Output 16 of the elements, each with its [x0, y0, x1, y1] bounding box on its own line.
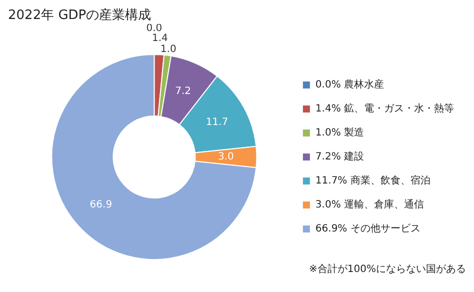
- text: 0.0: [146, 23, 162, 34]
- legend-label: 7.2% 建設: [315, 150, 364, 163]
- data-label: 3.0: [218, 152, 234, 163]
- data-label: 1.0: [160, 44, 176, 56]
- legend-label: 1.4% 鉱、電・ガス・水・熱等: [315, 102, 454, 115]
- legend-label: 0.0% 農林水産: [315, 78, 384, 91]
- data-label: 7.2: [175, 86, 191, 97]
- legend-label: 66.9% その他サービス: [315, 222, 420, 235]
- text: ※合計が100%にならない国がある: [309, 262, 466, 276]
- data-label: 1.4: [152, 33, 168, 44]
- legend-label: 3.0% 運輸、倉庫、通信: [315, 198, 424, 211]
- data-label: 66.9: [90, 200, 112, 211]
- legend-label: 11.7% 商業、飲食、宿泊: [315, 174, 430, 187]
- legend-label: 1.0% 製造: [315, 126, 364, 139]
- data-label: 11.7: [206, 116, 228, 128]
- chart-title: 2022年 GDPの産業構成: [8, 7, 152, 24]
